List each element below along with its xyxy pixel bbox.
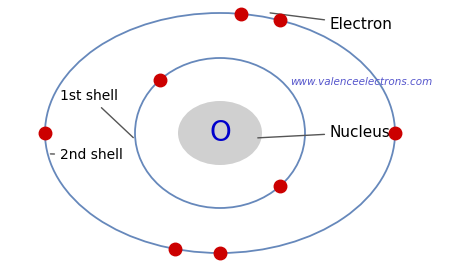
Text: 2nd shell: 2nd shell (50, 148, 123, 162)
Text: Electron: Electron (270, 13, 393, 32)
Text: O: O (209, 119, 231, 147)
Ellipse shape (178, 101, 262, 165)
Text: 1st shell: 1st shell (60, 89, 133, 138)
Text: www.valenceelectrons.com: www.valenceelectrons.com (290, 77, 432, 87)
Text: Nucleus: Nucleus (258, 125, 391, 140)
